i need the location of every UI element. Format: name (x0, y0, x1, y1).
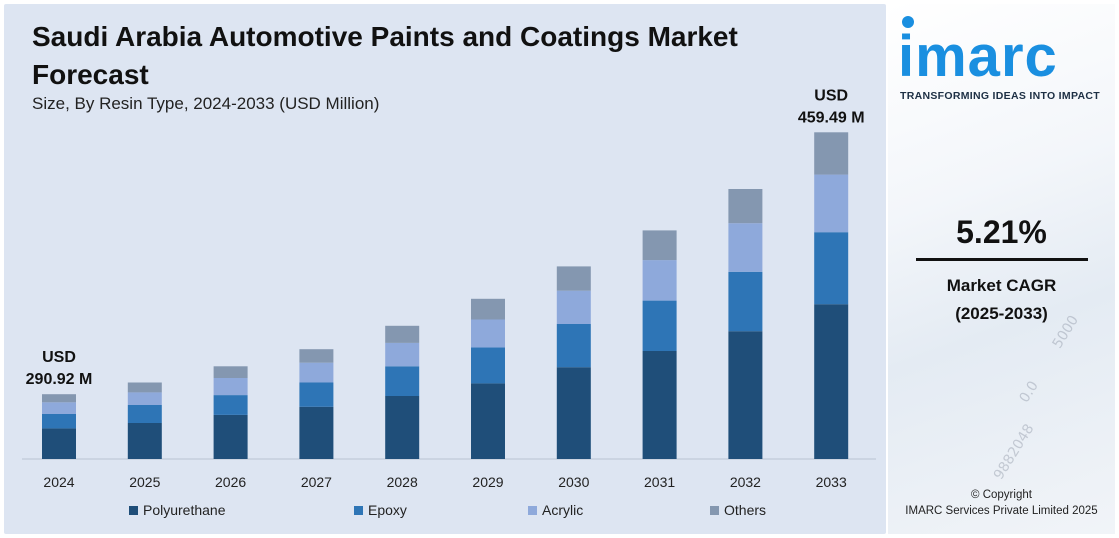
chart-legend: Polyurethane Epoxy Acrylic Others (4, 502, 886, 522)
decorative-number: 9882048 (990, 421, 1038, 483)
legend-label: Others (724, 502, 767, 518)
bar-segment-epoxy (299, 382, 334, 407)
copyright-line2: IMARC Services Private Limited 2025 (905, 505, 1098, 517)
decorative-number: 0.0 (1016, 378, 1042, 406)
bar-segment-polyurethane (42, 428, 76, 459)
bar-segment-polyurethane (728, 331, 763, 459)
bar-segment-others (299, 349, 334, 363)
stacked-bar-chart: 2024 2025 2026 2027 2028 2029 2030 2031 2032 2033… (22, 87, 876, 490)
bar-segment-polyurethane (556, 367, 591, 459)
logo-dot-icon (902, 16, 914, 28)
chart-panel: Saudi Arabia Automotive Paints and Coati… (4, 4, 886, 534)
cagr-divider (916, 258, 1088, 261)
legend-swatch (710, 505, 719, 515)
legend-item-polyurethane: Polyurethane (129, 502, 226, 518)
x-tick-label: 2033 (816, 474, 847, 490)
bar-segment-others (814, 132, 849, 175)
legend-label: Polyurethane (143, 502, 226, 518)
bar-segment-others (213, 366, 248, 378)
imarc-logo: imarc (898, 16, 1108, 106)
bar-segment-acrylic (814, 174, 849, 233)
x-tick-label: 2031 (644, 474, 675, 490)
x-tick-label: 2026 (215, 474, 246, 490)
bar-segment-polyurethane (471, 383, 505, 459)
legend-item-acrylic: Acrylic (528, 502, 583, 518)
bar-segment-polyurethane (814, 304, 849, 459)
legend-swatch (528, 505, 537, 515)
x-tick-label: 2027 (301, 474, 332, 490)
brand-panel: 0.0 5000 9882048 imarc TRANSFORMING IDEA… (888, 4, 1115, 534)
bar-segment-polyurethane (642, 351, 677, 459)
bar-segment-epoxy (213, 395, 248, 415)
bar-segment-acrylic (299, 362, 334, 383)
legend-item-epoxy: Epoxy (354, 502, 407, 518)
bar-segment-epoxy (814, 232, 849, 305)
bar-segment-acrylic (42, 402, 76, 414)
callout-first-line2: 290.92 M (26, 371, 93, 388)
callout-first-line1: USD (42, 349, 76, 366)
bar-segment-others (642, 230, 677, 261)
bar-segment-polyurethane (127, 423, 162, 459)
x-tick-label: 2030 (558, 474, 589, 490)
cagr-label-text: Market CAGR (946, 276, 1057, 295)
legend-item-others: Others (710, 502, 766, 518)
bar-segment-epoxy (127, 405, 162, 423)
cagr-label: Market CAGR (2025-2033) (888, 272, 1115, 328)
bar-segment-others (556, 266, 591, 291)
bar-segment-acrylic (385, 342, 420, 367)
bar-segment-epoxy (728, 271, 763, 332)
copyright: © Copyright IMARC Services Private Limit… (888, 487, 1115, 519)
bar-segment-polyurethane (299, 406, 334, 459)
chart-subtitle: Size, By Resin Type, 2024-2033 (USD Mill… (32, 94, 380, 113)
bar-segment-epoxy (42, 414, 76, 429)
bar-segment-acrylic (728, 223, 763, 272)
x-tick-label: 2029 (472, 474, 503, 490)
bar-segment-acrylic (556, 290, 591, 324)
x-tick-label: 2025 (129, 474, 160, 490)
x-tick-label: 2032 (730, 474, 761, 490)
callout-last-line2: 459.49 M (798, 109, 865, 126)
chart-title: Saudi Arabia Automotive Paints and Coati… (32, 21, 738, 90)
legend-label: Acrylic (542, 502, 584, 518)
bar-segment-epoxy (642, 300, 677, 351)
logo-text: imarc (898, 24, 1058, 89)
bar-segment-epoxy (556, 324, 591, 368)
legend-swatch (354, 505, 363, 515)
bar-segment-others (42, 394, 76, 403)
copyright-line1: © Copyright (971, 489, 1032, 501)
bar-segment-polyurethane (213, 414, 248, 459)
callout-last-line1: USD (814, 87, 848, 104)
legend-swatch (129, 505, 138, 515)
bar-segment-acrylic (471, 319, 505, 348)
bar-segment-others (471, 298, 505, 320)
bar-segment-acrylic (127, 392, 162, 405)
bar-segment-polyurethane (385, 396, 420, 459)
bar-segment-others (728, 189, 763, 224)
bar-segment-others (127, 382, 162, 393)
bar-segment-epoxy (471, 347, 505, 384)
cagr-period: (2025-2033) (955, 304, 1048, 323)
tagline: TRANSFORMING IDEAS INTO IMPACT (900, 90, 1100, 102)
legend-label: Epoxy (368, 502, 407, 518)
bar-segment-epoxy (385, 366, 420, 396)
bar-segment-others (385, 325, 420, 343)
bar-segment-acrylic (642, 260, 677, 301)
cagr-value: 5.21% (956, 214, 1047, 250)
x-tick-label: 2024 (43, 474, 74, 490)
x-tick-label: 2028 (387, 474, 418, 490)
bar-segment-acrylic (213, 378, 248, 396)
